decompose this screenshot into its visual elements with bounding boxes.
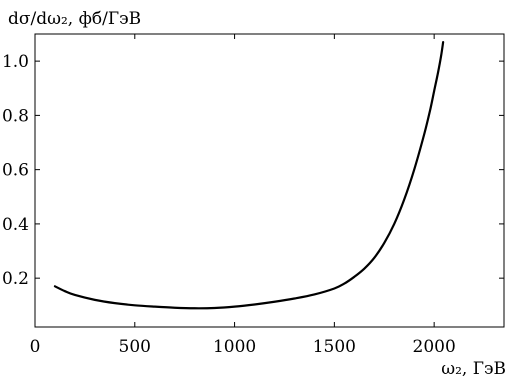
plot-area-border bbox=[34, 33, 505, 328]
y-axis-label: dσ/dω₂, фб/ГэВ bbox=[8, 9, 141, 29]
x-tick-label: 0 bbox=[30, 337, 41, 357]
y-tick-label: 0.4 bbox=[2, 215, 29, 235]
x-tick-label: 500 bbox=[119, 337, 151, 357]
x-tick-label: 1000 bbox=[213, 337, 256, 357]
y-tick-label: 0.6 bbox=[2, 161, 29, 181]
series-group bbox=[53, 41, 445, 310]
plot-frame bbox=[34, 33, 505, 328]
x-axis-label-text: ω₂, ГэВ bbox=[441, 359, 506, 379]
x-axis-label: ω₂, ГэВ bbox=[441, 359, 506, 379]
series-line-0 bbox=[53, 41, 445, 310]
x-tick-label: 2000 bbox=[413, 337, 456, 357]
axis-ticks: 0 500 1000 1500 2000 0.2 0.4 0.6 0.8 1.0 bbox=[2, 34, 504, 357]
y-tick-label: 0.8 bbox=[2, 106, 29, 126]
y-axis-label-text: dσ/dω₂, фб/ГэВ bbox=[8, 9, 141, 29]
x-tick-label: 1500 bbox=[313, 337, 356, 357]
y-tick-label: 1.0 bbox=[2, 52, 29, 72]
y-tick-label: 0.2 bbox=[2, 269, 29, 289]
